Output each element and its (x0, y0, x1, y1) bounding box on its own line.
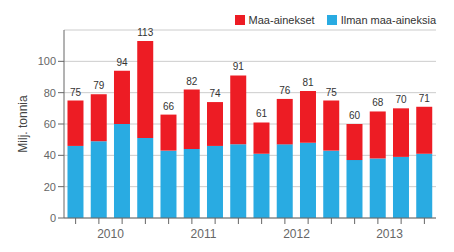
svg-text:91: 91 (233, 61, 245, 72)
svg-text:113: 113 (137, 27, 153, 38)
svg-text:75: 75 (70, 87, 82, 98)
svg-text:82: 82 (186, 76, 198, 87)
svg-text:79: 79 (93, 80, 105, 91)
svg-text:66: 66 (163, 101, 175, 112)
svg-text:2010: 2010 (97, 227, 124, 241)
svg-text:2012: 2012 (283, 227, 310, 241)
svg-text:71: 71 (419, 93, 431, 104)
svg-text:61: 61 (256, 108, 268, 119)
svg-text:0: 0 (50, 212, 56, 224)
svg-text:2011: 2011 (191, 227, 217, 241)
svg-text:94: 94 (116, 57, 128, 68)
svg-text:81: 81 (302, 77, 314, 88)
svg-text:20: 20 (44, 181, 56, 193)
svg-text:74: 74 (209, 88, 221, 99)
svg-text:2013: 2013 (376, 227, 403, 241)
svg-text:80: 80 (44, 87, 56, 99)
html-text:Maa-ainekset: Maa-ainekset (248, 14, 315, 26)
svg-text:70: 70 (395, 94, 407, 105)
svg-text:40: 40 (44, 149, 56, 161)
html-text:Ilman maa-aineksia: Ilman maa-aineksia (340, 14, 436, 26)
svg-text:76: 76 (279, 85, 291, 96)
svg-text:60: 60 (349, 110, 361, 121)
svg-text:100: 100 (38, 55, 56, 67)
svg-text:75: 75 (326, 87, 338, 98)
svg-text:Milj. tonnia: Milj. tonnia (16, 95, 30, 153)
svg-text:60: 60 (44, 118, 56, 130)
svg-text:68: 68 (372, 97, 384, 108)
